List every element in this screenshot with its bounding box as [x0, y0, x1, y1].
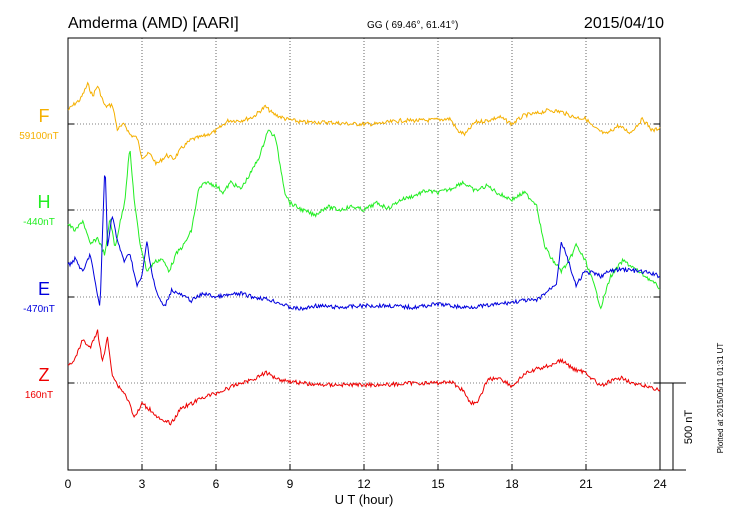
series-layer [67, 81, 661, 426]
grid-layer [68, 38, 660, 470]
series-name-z: Z [39, 365, 50, 385]
x-tick-label: 3 [139, 477, 146, 491]
x-axis-ticks: 0 3 6 9 12 15 18 21 24 [65, 464, 667, 491]
series-labels: F 59100nT H -440nT E -470nT Z 160nT [19, 106, 58, 401]
plotted-timestamp: Plotted at 2015/05/11 01:31 UT [716, 343, 725, 454]
series-baseline-e: -470nT [23, 304, 55, 315]
station-title: Amderma (AMD) [AARI] [68, 15, 239, 32]
series-name-f: F [39, 106, 50, 126]
x-tick-label: 6 [213, 477, 220, 491]
x-tick-label: 15 [431, 477, 445, 491]
series-line-f [67, 81, 661, 167]
scale-bar: 500 nT [660, 382, 695, 471]
scale-bar-label: 500 nT [683, 410, 695, 445]
x-tick-label: 18 [505, 477, 519, 491]
x-axis-title: U T (hour) [335, 492, 394, 507]
series-line-e [67, 175, 661, 312]
series-baseline-z: 160nT [25, 390, 53, 401]
series-line-z [67, 329, 661, 426]
series-name-e: E [38, 279, 50, 299]
geographic-coordinates: GG ( 69.46°, 61.41°) [367, 20, 458, 31]
x-tick-label: 9 [287, 477, 294, 491]
x-tick-label: 24 [653, 477, 667, 491]
series-baseline-h: -440nT [23, 217, 55, 228]
series-name-h: H [38, 192, 51, 212]
date-label: 2015/04/10 [584, 15, 664, 32]
x-tick-label: 21 [579, 477, 593, 491]
x-tick-label: 0 [65, 477, 72, 491]
series-baseline-f: 59100nT [19, 131, 58, 142]
series-line-h [67, 129, 661, 310]
x-tick-label: 12 [357, 477, 371, 491]
